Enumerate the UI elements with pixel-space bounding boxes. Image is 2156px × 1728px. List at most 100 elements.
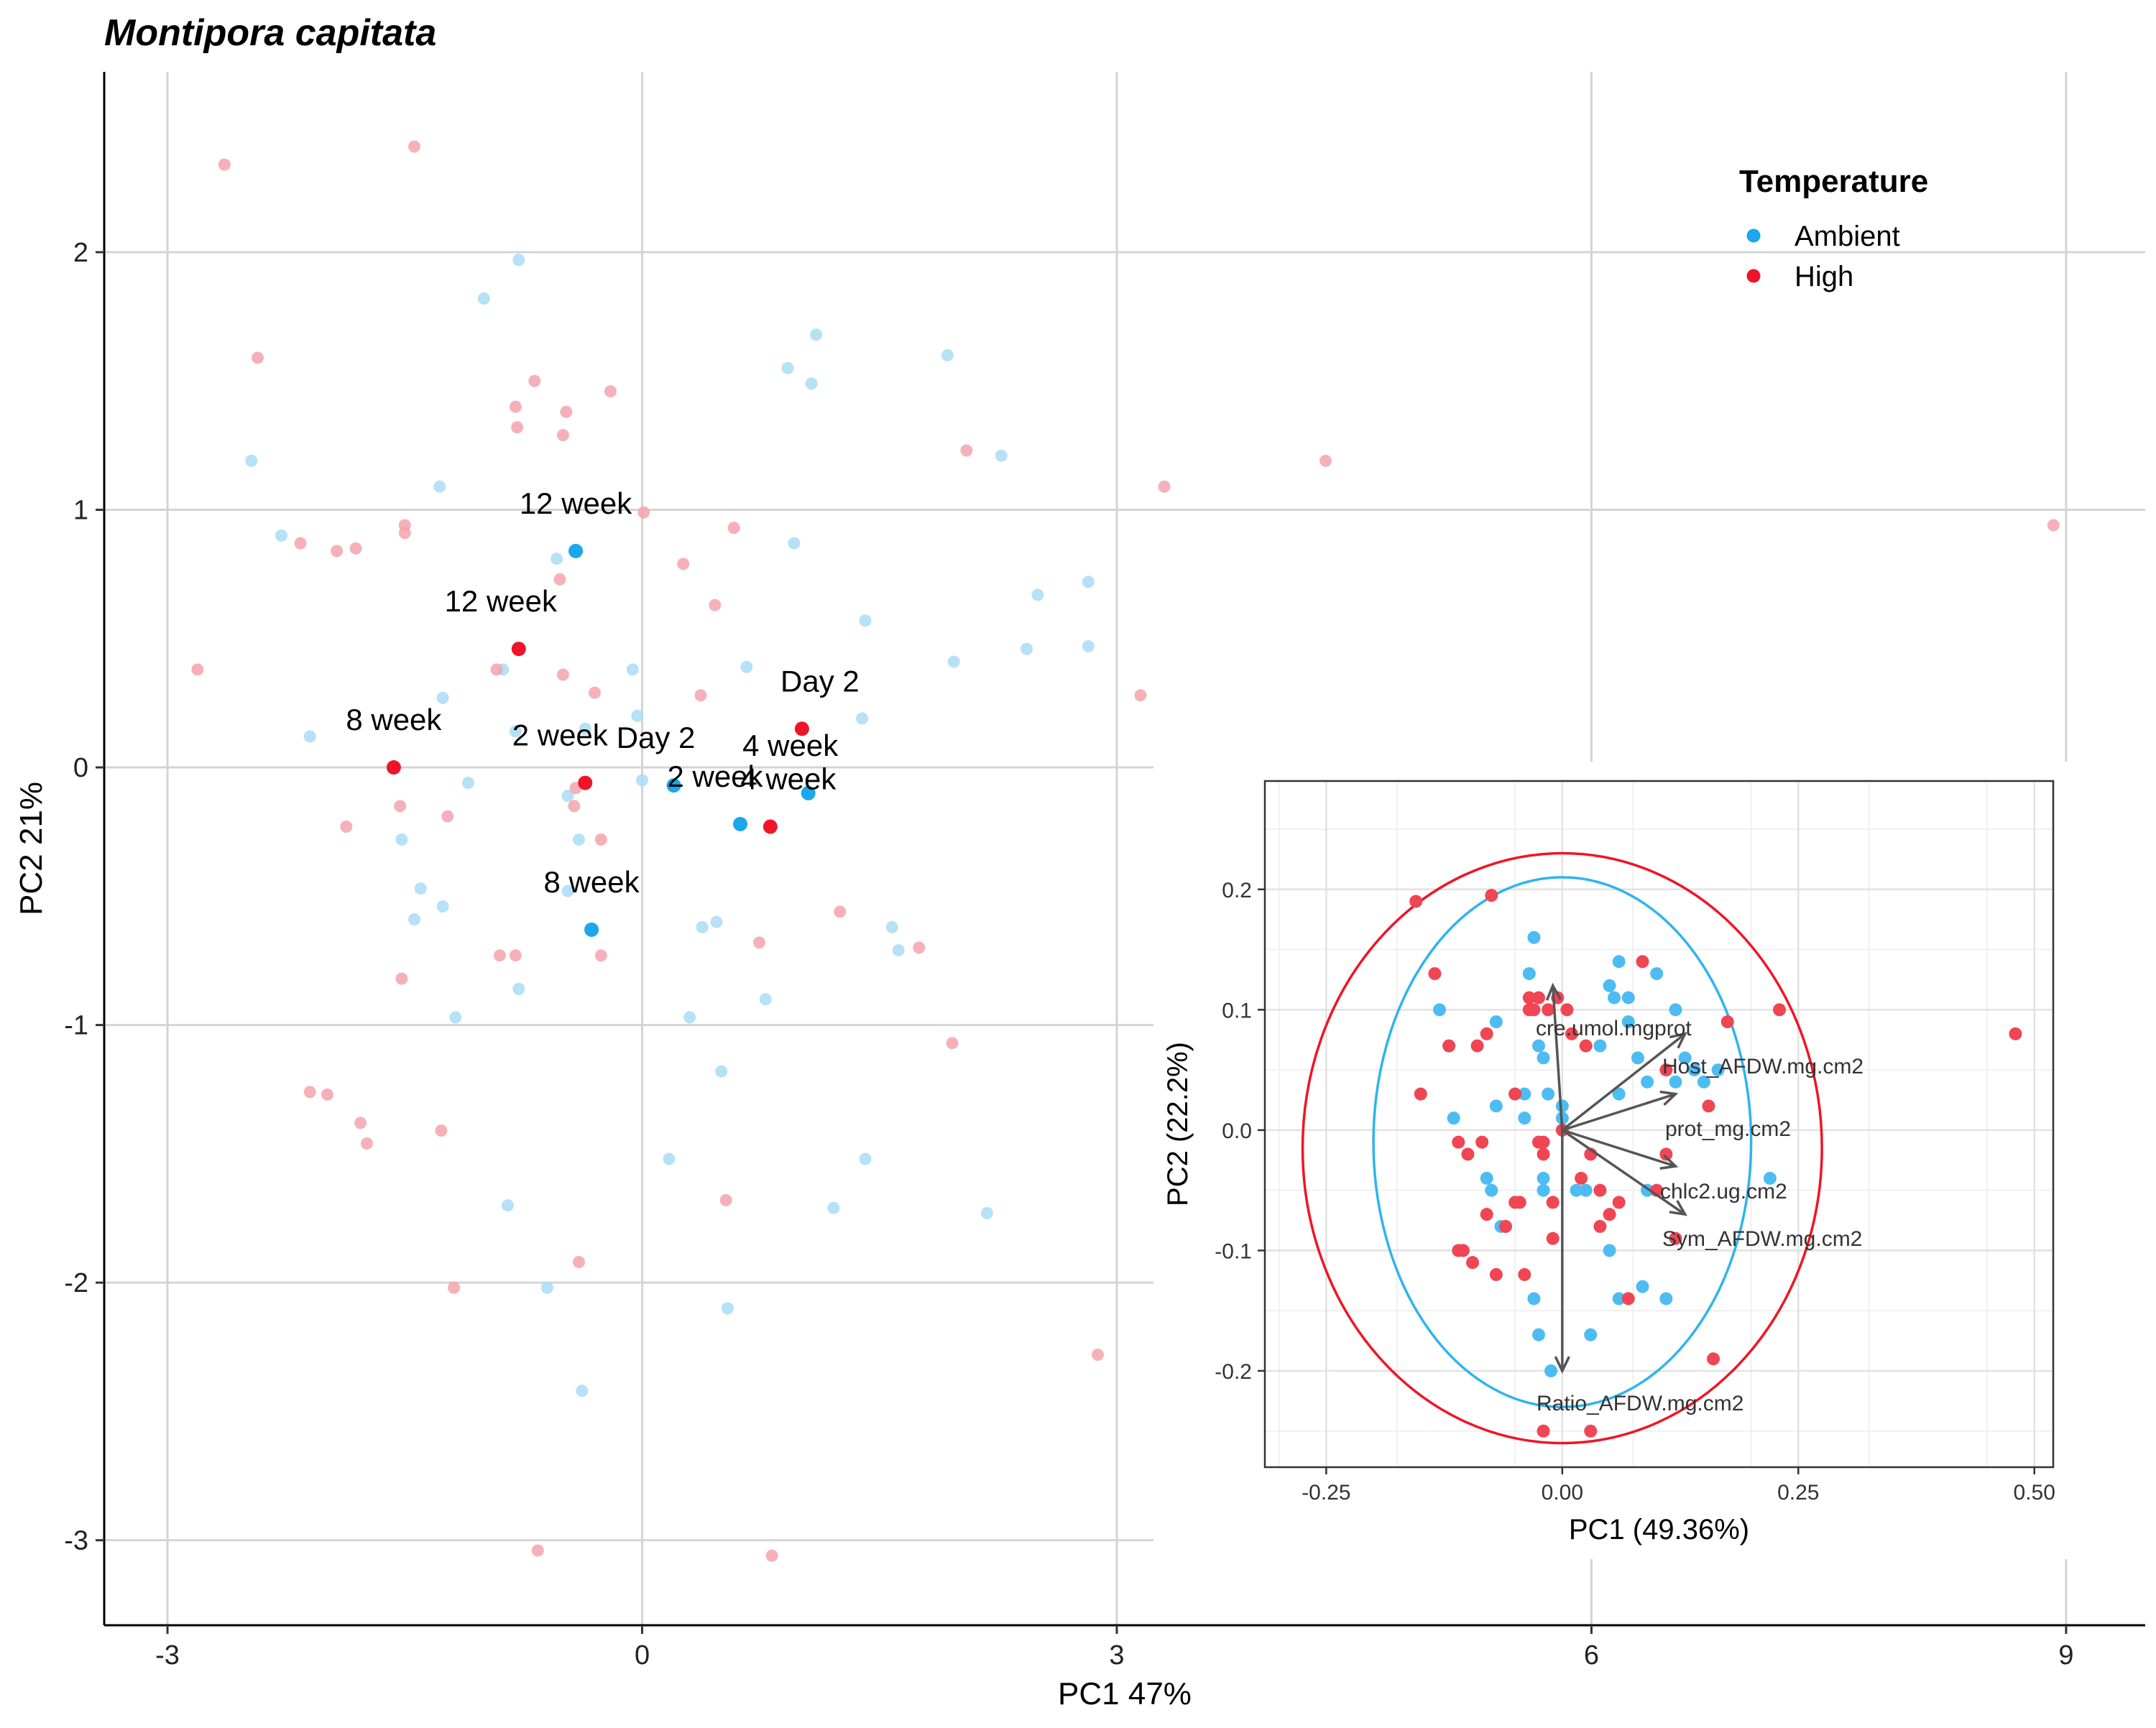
inset-high-point [1442, 1039, 1456, 1053]
inset-ambient-point [1669, 1003, 1682, 1017]
inset-biplot-panel: cre.umol.mgprot Host_AFDW.mg.cm2 prot_mg.c… [1153, 762, 2156, 1559]
inset-ambient-point [1608, 991, 1621, 1004]
inset-high-point [1575, 1171, 1588, 1185]
high-point [604, 385, 617, 398]
ambient-point [477, 292, 490, 305]
high-point [553, 573, 566, 586]
high-point [594, 833, 607, 846]
inset-y-tick-label: 0.1 [1222, 999, 1252, 1022]
inset-high-point [1659, 1147, 1673, 1161]
high-point [528, 374, 541, 387]
y-tick-label: 2 [73, 238, 88, 268]
high-point [1319, 454, 1332, 467]
ambient-point [810, 328, 823, 341]
high-point [360, 1137, 373, 1150]
inset-ambient-point [1697, 1075, 1710, 1089]
high-point [191, 663, 204, 676]
high-point [1158, 480, 1171, 493]
ambient-point [715, 1065, 728, 1078]
inset-high-point [1603, 1208, 1616, 1221]
inset-ambient-point [1447, 1112, 1460, 1125]
inset-high-point [1669, 1232, 1682, 1245]
inset-high-point [1409, 895, 1423, 908]
ambient-point [540, 1281, 553, 1294]
inset-high-point [1612, 1196, 1626, 1209]
high-point [394, 800, 407, 813]
legend-swatch-ambient [1746, 228, 1761, 243]
inset-high-point [1542, 1003, 1555, 1017]
inset-high-point [1537, 1424, 1550, 1438]
high-point [594, 949, 607, 962]
high-point [490, 663, 503, 676]
inset-x-axis-title: PC1 (49.36%) [1569, 1514, 1749, 1546]
ambient-point [1031, 588, 1044, 601]
y-tick-label: 1 [73, 496, 88, 526]
inset-high-point [1452, 1135, 1465, 1149]
centroid-label: 4 week [742, 729, 839, 762]
high-point [1092, 1349, 1105, 1362]
centroid-label: 12 week [520, 486, 632, 520]
high-point [1134, 689, 1147, 702]
inset-ambient-point [1678, 1051, 1692, 1065]
high-point [572, 1255, 585, 1268]
ambient-point [636, 774, 649, 787]
inset-high-point [1518, 1267, 1531, 1281]
ambient-point [885, 920, 898, 933]
inset-ambient-point [1579, 1183, 1593, 1197]
inset-ambient-point [1621, 991, 1635, 1004]
inset-ambient-point [1612, 1292, 1626, 1306]
ambient-point [275, 529, 288, 542]
loading-arrowhead [1659, 1090, 1679, 1106]
centroid-label: 4 week [740, 762, 837, 796]
high-point [531, 1544, 544, 1557]
high-centroid-point [794, 721, 809, 736]
inset-high-point [1537, 1135, 1550, 1149]
loading-arrowhead [1554, 1356, 1570, 1374]
loading-arrow [1562, 1092, 1677, 1132]
inset-high-point [1621, 1292, 1635, 1306]
high-point [719, 1193, 732, 1206]
high-point [340, 821, 353, 833]
loading-arrowhead [1545, 982, 1562, 1001]
inset-high-point [1485, 889, 1498, 902]
inset-ellipse-high [1301, 851, 1823, 1445]
loading-arrowhead [1669, 1032, 1687, 1049]
ambient-point [995, 449, 1008, 462]
inset-ambient-point [1570, 1183, 1583, 1197]
high-point [560, 405, 573, 418]
inset-high-point [1414, 1087, 1427, 1101]
legend: Temperature Ambient High [1739, 164, 1928, 292]
high-point [568, 800, 581, 813]
inset-high-point [1707, 1352, 1720, 1366]
inset-ambient-point [1544, 1364, 1558, 1377]
ambient-point [805, 377, 818, 390]
ambient-point [947, 655, 960, 668]
high-centroid-point [763, 819, 778, 834]
inset-ambient-point [1518, 1087, 1531, 1101]
ambient-centroid-point [568, 543, 584, 558]
x-tick-label: -3 [155, 1640, 180, 1671]
high-point [408, 140, 421, 153]
inset-ambient-point [1603, 1244, 1616, 1257]
high-centroid-point [511, 642, 526, 657]
inset-ellipse-ambient [1372, 876, 1753, 1408]
x-tick-label: 9 [2058, 1640, 2073, 1671]
ambient-point [245, 454, 258, 467]
x-tick-label: 3 [1109, 1640, 1124, 1671]
ambient-point [461, 777, 474, 790]
ambient-point [859, 1152, 872, 1165]
inset-ambient-point [1659, 1292, 1673, 1306]
inset-high-point [1456, 1244, 1470, 1257]
ambient-point [436, 691, 449, 704]
inset-high-point [1522, 991, 1536, 1004]
y-tick-label: -1 [64, 1011, 88, 1041]
high-point [834, 905, 847, 918]
centroid-label: 2 week [512, 719, 609, 752]
inset-high-point [1480, 1208, 1493, 1221]
ambient-point [512, 982, 525, 995]
ambient-point [576, 1385, 589, 1397]
ambient-point [395, 833, 408, 846]
inset-high-point [1513, 1196, 1526, 1209]
high-point [303, 1086, 316, 1099]
